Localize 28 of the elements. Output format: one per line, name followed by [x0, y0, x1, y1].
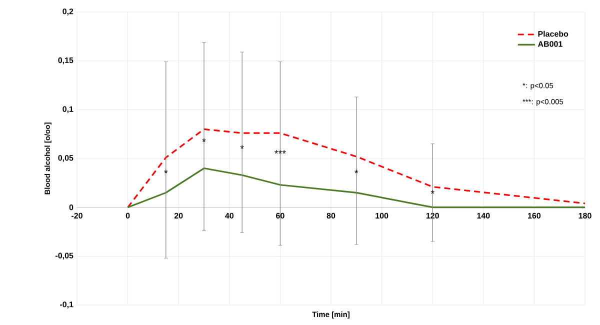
x-tick-label: 40 — [225, 212, 234, 219]
y-tick-label: 0 — [69, 204, 74, 210]
annotation: *** — [274, 150, 286, 154]
x-tick-label: 120 — [426, 212, 439, 219]
y-tick-label: -0,05 — [56, 252, 74, 260]
annotation: * — [354, 170, 358, 174]
y-tick-label: 0,2 — [62, 8, 74, 16]
line-series — [127, 128, 586, 208]
x-tick-label: 80 — [326, 212, 336, 219]
x-tick-label: -20 — [72, 212, 82, 219]
y-tick-label: -0,1 — [60, 302, 74, 308]
x-tick-label: 20 — [174, 212, 183, 219]
legend-label: AB001 — [538, 41, 562, 47]
x-tick-label: 60 — [276, 212, 284, 219]
annotation: * — [202, 138, 206, 142]
legend-label: Placebo — [538, 30, 568, 37]
x-tick-label: 100 — [376, 212, 388, 219]
annotation: * — [240, 145, 244, 149]
line-series — [127, 167, 586, 209]
y-tick-label: 0,1 — [62, 106, 74, 114]
x-tick-label: 160 — [528, 212, 541, 219]
y-tick-label: 0,05 — [58, 155, 74, 162]
x-tick-label: 0 — [126, 212, 130, 219]
annotation: * — [430, 190, 434, 194]
x-tick-label: 140 — [477, 212, 490, 219]
y-tick-label: 0,15 — [58, 57, 74, 64]
x-tick-label: 180 — [578, 212, 592, 219]
annotation: * — [164, 170, 168, 174]
